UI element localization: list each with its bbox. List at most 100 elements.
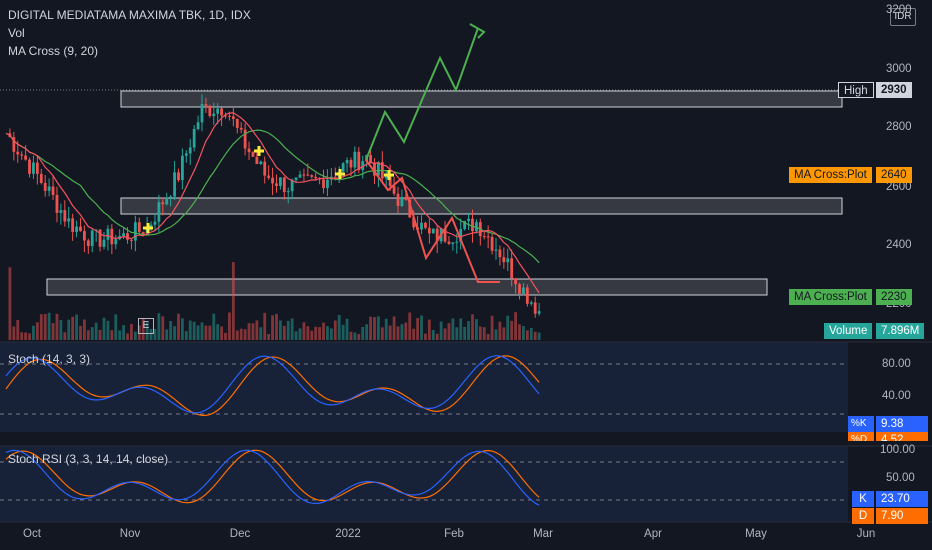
volume-bar <box>365 324 369 340</box>
ma-cross-marker <box>384 170 394 180</box>
candle-body <box>533 302 537 314</box>
candle-body <box>377 162 380 176</box>
candle-body <box>149 224 153 227</box>
candle-body <box>388 174 392 187</box>
candle-body <box>130 239 133 241</box>
candle-body <box>447 241 451 244</box>
candle-body <box>192 129 196 148</box>
volume-bar <box>235 330 239 340</box>
candle-body <box>502 257 506 263</box>
candle-body <box>412 217 416 228</box>
candle-body <box>204 104 208 106</box>
time-tick: 2022 <box>335 528 361 540</box>
candle-body <box>188 147 192 154</box>
volume-bar <box>455 327 459 340</box>
candle-body <box>247 148 251 153</box>
candle-body <box>59 210 63 213</box>
volume-bar <box>47 312 51 340</box>
price-tick: 2400 <box>886 239 912 251</box>
candle-body <box>400 196 404 207</box>
candle-body <box>486 236 490 238</box>
candle-body <box>177 172 180 180</box>
volume-bar <box>86 330 90 340</box>
volume-bar <box>510 320 514 340</box>
volume-bar <box>518 324 521 340</box>
candle-body <box>431 228 435 234</box>
candle-body <box>404 196 408 200</box>
volume-bar <box>145 322 149 340</box>
time-tick: Jun <box>856 528 876 540</box>
events-button[interactable]: E <box>138 318 154 334</box>
volume-bar <box>345 318 349 340</box>
volume-bar <box>24 332 27 340</box>
volume-bar <box>533 331 537 340</box>
volume-bar <box>443 328 447 340</box>
time-tick: Apr <box>644 528 662 540</box>
candle-body <box>369 155 372 164</box>
projection-arrow <box>365 27 479 161</box>
candle-body <box>161 202 165 205</box>
candle-body <box>392 186 396 194</box>
stoch-rsi-indicator-title[interactable]: Stoch RSI (3, 3, 14, 14, close) <box>8 452 169 466</box>
volume-bar <box>522 326 525 340</box>
candle-body <box>133 222 137 241</box>
volume-bar <box>290 318 294 340</box>
candle-body <box>463 220 467 230</box>
volume-bar <box>35 322 39 340</box>
volume-bar <box>169 321 173 340</box>
stoch-rsi-tick: 100.00 <box>880 444 916 456</box>
ma-cross-indicator-label[interactable]: MA Cross (9, 20) <box>8 44 99 58</box>
volume-bar <box>529 327 533 340</box>
volume-bar <box>294 331 298 340</box>
candle-body <box>420 222 423 230</box>
volume-bar <box>94 322 98 340</box>
candle-body <box>279 177 282 186</box>
candle-body <box>196 122 200 130</box>
candle-body <box>126 233 129 240</box>
candle-body <box>16 151 20 155</box>
volume-marker-value: 7.896M <box>876 323 925 339</box>
stoch-rsi-tick: 50.00 <box>886 472 915 484</box>
candle-body <box>451 242 455 244</box>
stoch-k-label: %K <box>848 416 874 432</box>
volume-bar <box>498 321 502 340</box>
volume-bar <box>43 314 47 340</box>
volume-bar <box>177 313 180 340</box>
volume-bar <box>51 323 55 340</box>
candle-body <box>424 222 427 228</box>
stoch-indicator-title[interactable]: Stoch (14, 3, 3) <box>8 352 91 366</box>
volume-bar <box>373 317 376 340</box>
candle-body <box>243 129 247 149</box>
candle-body <box>106 228 110 240</box>
volume-bar <box>16 319 20 340</box>
volume-bar <box>231 262 235 340</box>
volume-bar <box>400 324 404 340</box>
volume-bar <box>118 330 122 340</box>
volume-bar <box>251 323 255 340</box>
volume-bar <box>106 320 110 340</box>
candle-body <box>259 161 263 164</box>
candle-body <box>333 176 337 178</box>
volume-bar <box>239 328 243 340</box>
candle-body <box>39 173 43 183</box>
candle-body <box>239 127 243 130</box>
resistance-zone <box>120 90 843 108</box>
volume-indicator-label[interactable]: Vol <box>8 26 25 40</box>
candle-body <box>255 156 259 164</box>
ma-fast-line <box>5 112 540 293</box>
volume-bar <box>184 331 188 340</box>
candle-body <box>86 240 90 247</box>
candle-body <box>373 163 376 176</box>
volume-bar <box>377 316 380 340</box>
candle-body <box>298 174 302 178</box>
volume-bar <box>380 327 384 340</box>
ma-cross-marker <box>335 169 345 179</box>
currency-button[interactable]: IDR <box>890 8 916 26</box>
volume-bar <box>228 312 231 340</box>
volume-bar <box>59 320 63 340</box>
candle-body <box>63 210 67 222</box>
volume-bar <box>263 312 267 340</box>
volume-bar <box>396 326 400 340</box>
volume-bar <box>208 325 212 340</box>
